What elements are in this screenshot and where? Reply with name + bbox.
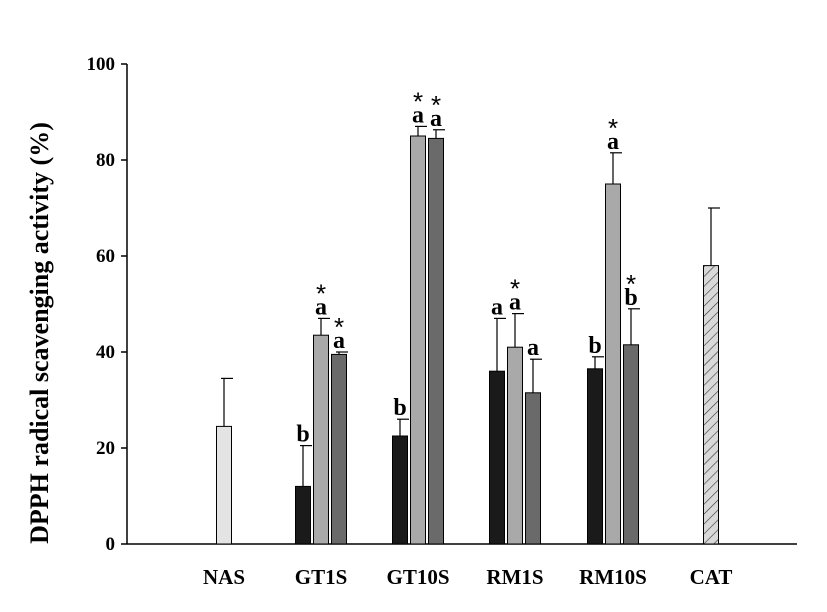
- significance-star: *: [431, 90, 441, 120]
- x-category-label: CAT: [690, 565, 733, 589]
- significance-letter: b: [296, 422, 309, 448]
- bar: [313, 334, 329, 545]
- y-tick-label: 60: [96, 246, 115, 267]
- bar: [703, 265, 719, 545]
- bar: [392, 435, 408, 545]
- significance-star: *: [608, 113, 618, 143]
- bars-layer: [216, 125, 720, 545]
- bar: [410, 135, 426, 545]
- y-tick-label: 0: [106, 534, 116, 555]
- significance-letter: b: [393, 395, 406, 421]
- significance-letter: a: [412, 102, 424, 128]
- bar: [331, 353, 347, 545]
- x-category-label: GT1S: [295, 565, 348, 589]
- axes: 0 20 40 60 80 100 NAS GT1S GT10S RM1S RM10S CAT: [87, 54, 797, 589]
- annotations-layer: ba*a*ba*a*a a*a ba*b*: [296, 86, 637, 447]
- bar: [525, 392, 541, 545]
- significance-star: *: [626, 269, 636, 299]
- y-tick-label: 20: [96, 438, 115, 459]
- bar: [587, 368, 603, 545]
- y-tick-label: 80: [96, 150, 115, 171]
- significance-letter: b: [624, 285, 637, 311]
- significance-letter: b: [588, 333, 601, 359]
- significance-letter: a: [607, 129, 619, 155]
- bar: [295, 485, 311, 545]
- significance-star: *: [334, 312, 344, 342]
- x-category-label: NAS: [203, 565, 245, 589]
- significance-letter: a: [430, 106, 442, 132]
- bar: [605, 183, 621, 545]
- bar: [623, 344, 639, 545]
- significance-letter: a: [315, 294, 327, 320]
- significance-star: *: [510, 274, 520, 304]
- significance-star: *: [316, 278, 326, 308]
- y-tick-label: 40: [96, 342, 115, 363]
- significance-letter: a: [333, 328, 345, 354]
- x-category-label: RM1S: [486, 565, 543, 589]
- x-category-label: GT10S: [386, 565, 449, 589]
- bar: [489, 370, 505, 545]
- significance-letter: a: [527, 335, 539, 361]
- y-axis-label: DPPH radical scavenging activity (%): [25, 122, 54, 544]
- bar: [507, 346, 523, 545]
- y-tick-label: 100: [87, 54, 116, 75]
- bar: [216, 425, 232, 545]
- significance-star: *: [413, 86, 423, 116]
- x-category-label: RM10S: [579, 565, 647, 589]
- significance-letter: a: [491, 294, 503, 320]
- bar: [428, 137, 444, 545]
- significance-letter: a: [509, 290, 521, 316]
